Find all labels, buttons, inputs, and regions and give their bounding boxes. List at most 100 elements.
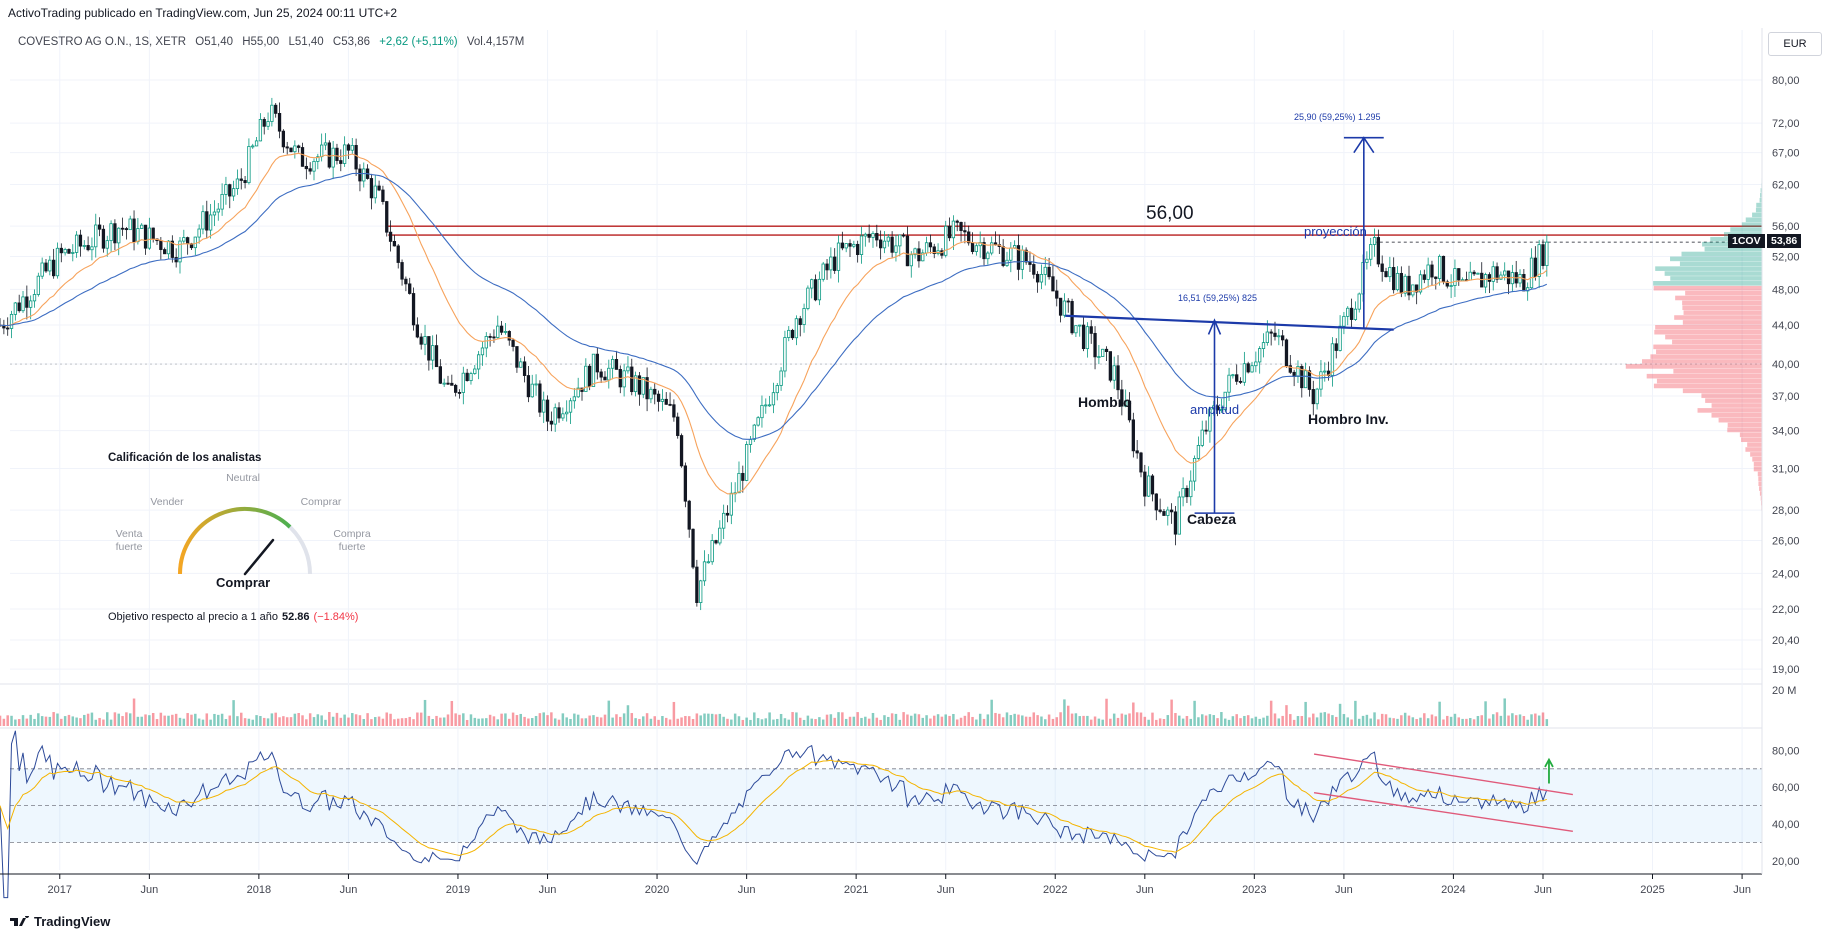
- volume-bar: [1407, 715, 1411, 726]
- candle: [1055, 290, 1059, 299]
- volume-bar: [1158, 718, 1162, 726]
- candle: [1372, 237, 1377, 245]
- volume-bar: [619, 716, 622, 726]
- candle: [151, 227, 155, 240]
- candle: [894, 245, 898, 253]
- volume-bar: [527, 718, 530, 726]
- candle: [117, 227, 121, 244]
- volume-bar: [1511, 713, 1514, 726]
- candle: [132, 218, 136, 243]
- candle: [1319, 371, 1323, 390]
- volume-bar: [603, 714, 607, 726]
- candle: [1342, 315, 1346, 327]
- candle: [882, 240, 887, 249]
- volume-bar: [125, 712, 128, 726]
- volume-bar: [243, 718, 247, 726]
- volume-bar: [63, 716, 67, 726]
- volume-bar: [1534, 713, 1537, 726]
- currency-button[interactable]: EUR: [1768, 32, 1822, 56]
- candle: [951, 220, 956, 239]
- candle: [1238, 380, 1243, 383]
- candle: [48, 259, 52, 272]
- volume-bar: [6, 715, 9, 726]
- volume-bar: [1193, 700, 1196, 726]
- volume-bar: [550, 712, 553, 726]
- volume-bar: [324, 719, 327, 726]
- volume-bar: [1338, 703, 1342, 726]
- volume-bar: [416, 712, 419, 726]
- candle: [986, 252, 990, 260]
- candle: [450, 382, 454, 386]
- volume-bar: [1093, 716, 1097, 726]
- candle: [113, 223, 117, 244]
- left-shoulder-label: Hombro: [1078, 394, 1132, 410]
- volume-bar: [1361, 715, 1365, 726]
- volume-bar: [553, 718, 557, 726]
- candle: [503, 331, 508, 333]
- volume-bar: [109, 719, 113, 726]
- candle: [1296, 366, 1300, 377]
- volume-bar: [1097, 718, 1101, 726]
- low-value: L51,40: [288, 36, 324, 48]
- candle: [1269, 331, 1273, 334]
- candle: [549, 420, 554, 425]
- volume-bar: [1335, 716, 1338, 726]
- candle: [1388, 267, 1392, 278]
- candle: [243, 180, 247, 184]
- volume-bar: [504, 713, 507, 726]
- volume-bar: [1078, 716, 1081, 726]
- candle: [561, 413, 565, 419]
- candle: [568, 400, 573, 413]
- volume-bar: [17, 719, 21, 726]
- volume-bar: [841, 712, 844, 726]
- candle: [201, 211, 205, 230]
- volume-bar: [52, 712, 55, 726]
- candle: [1457, 268, 1461, 281]
- y-tick-label: 62,00: [1772, 179, 1800, 191]
- volume-bar: [580, 718, 584, 726]
- candle: [798, 318, 802, 325]
- candle: [1307, 370, 1312, 390]
- candle: [1545, 241, 1549, 266]
- candle: [461, 372, 465, 393]
- candle: [239, 178, 243, 181]
- volume-profile-bar: [1670, 276, 1762, 281]
- candle: [660, 398, 665, 402]
- candle: [208, 214, 213, 231]
- candle: [1104, 348, 1109, 353]
- candle: [702, 561, 707, 582]
- candle: [465, 372, 469, 382]
- volume-bar: [588, 715, 591, 726]
- candle: [308, 168, 312, 172]
- volume-bar: [829, 714, 833, 726]
- candle: [289, 147, 293, 153]
- candle: [29, 300, 33, 308]
- candle: [193, 236, 197, 249]
- candle: [821, 263, 825, 280]
- footer-brand[interactable]: TradingView: [10, 914, 110, 929]
- x-tick-label: Jun: [1733, 884, 1751, 896]
- candle: [1066, 300, 1070, 303]
- candle: [1483, 274, 1488, 288]
- candle: [408, 283, 412, 294]
- volume-bar: [40, 716, 44, 726]
- volume-bar: [607, 700, 611, 726]
- volume-bar: [875, 717, 879, 726]
- volume-bar: [155, 719, 159, 726]
- candle: [473, 368, 477, 374]
- candle: [297, 145, 301, 148]
- volume-bar: [1453, 713, 1457, 726]
- candle: [928, 242, 933, 248]
- candle: [1185, 487, 1189, 498]
- volume-bar: [798, 717, 802, 726]
- x-tick-label: 2024: [1441, 884, 1465, 896]
- rsi-tick-label: 80,00: [1772, 745, 1800, 757]
- candle: [1120, 389, 1124, 407]
- volume-bar: [680, 717, 683, 726]
- volume-bar: [1139, 712, 1143, 726]
- volume-bar: [236, 716, 239, 726]
- volume-profile-bar: [1685, 290, 1762, 296]
- candle: [1537, 244, 1541, 277]
- volume-profile-bar: [1739, 432, 1762, 438]
